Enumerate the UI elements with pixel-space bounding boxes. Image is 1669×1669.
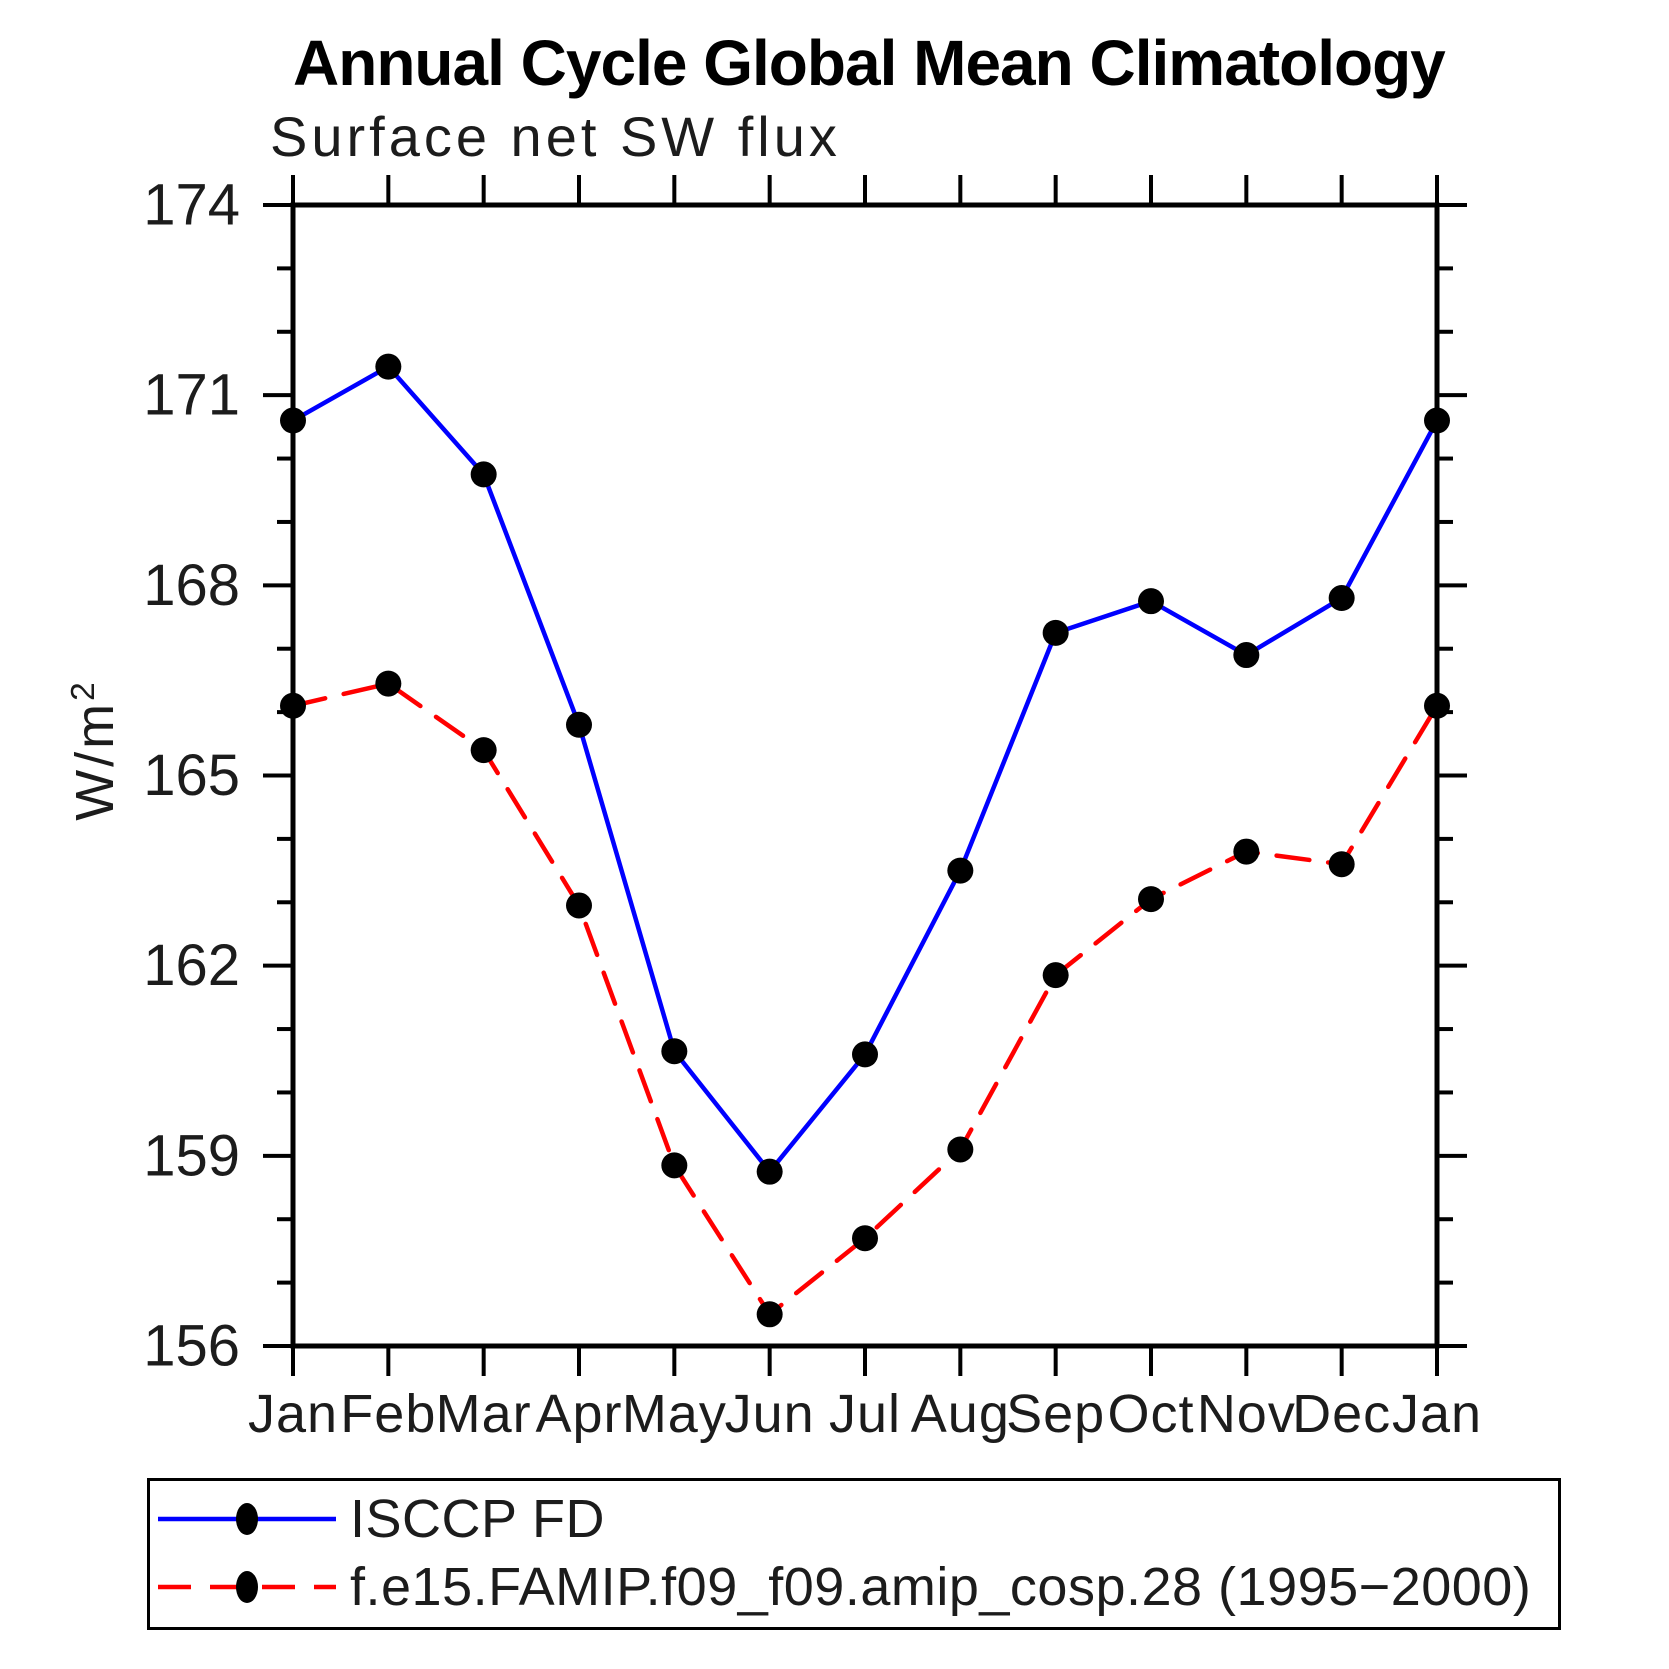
y-tick-label: 159	[143, 1123, 240, 1188]
legend-sample-model-run	[158, 1571, 336, 1603]
data-point-series1-jan12	[1424, 692, 1450, 719]
data-point-series0-jun5	[756, 1158, 783, 1185]
x-tick-label: Nov	[1197, 1384, 1296, 1444]
data-point-series1-jan0	[280, 692, 306, 719]
chart-subtitle: Surface net SW flux	[270, 105, 841, 168]
x-tick-label: Sep	[1006, 1384, 1105, 1444]
data-point-series1-nov10	[1233, 838, 1260, 865]
data-point-series0-apr3	[566, 711, 592, 738]
data-point-series0-jan0	[280, 407, 306, 434]
y-tick-label: 171	[143, 363, 240, 428]
x-tick-label: Aug	[911, 1384, 1010, 1444]
data-point-series1-feb1	[375, 670, 402, 697]
x-tick-label: Dec	[1292, 1384, 1391, 1444]
y-tick-label: 165	[143, 743, 240, 808]
y-tick-label: 168	[143, 553, 240, 618]
data-point-series1-oct9	[1138, 886, 1164, 913]
legend-label-isccp-fd: ISCCP FD	[350, 1489, 606, 1549]
x-tick-label: Jan	[248, 1384, 338, 1444]
data-point-series1-apr3	[566, 892, 592, 919]
x-tick-label: Jul	[829, 1384, 901, 1444]
legend-marker-isccp-fd	[236, 1503, 258, 1535]
data-point-series0-aug7	[947, 857, 974, 884]
series-line-1	[290, 681, 1440, 1317]
data-point-series0-may4	[661, 1038, 688, 1065]
data-point-series0-mar2	[470, 461, 497, 488]
data-point-series1-sep8	[1042, 962, 1069, 989]
x-tick-label: Mar	[436, 1384, 532, 1444]
legend-marker-model-run	[236, 1571, 258, 1603]
legend-entry-isccp-fd: ISCCP FD	[154, 1489, 606, 1549]
plot-frame	[290, 202, 1440, 1349]
x-tick-label: May	[622, 1384, 727, 1444]
x-tick-label: Oct	[1107, 1384, 1194, 1444]
data-point-series1-may4	[661, 1152, 688, 1179]
chart-title: Annual Cycle Global Mean Climatology	[293, 27, 1446, 99]
data-point-series0-nov10	[1233, 642, 1260, 669]
y-tick-label: 156	[143, 1314, 240, 1379]
data-point-series0-jan12	[1424, 407, 1450, 434]
x-tick-label: Feb	[340, 1384, 436, 1444]
data-point-series0-dec11	[1328, 585, 1355, 612]
legend-entry-model-run: f.e15.FAMIP.f09_f09.amip_cosp.28 (1995−2…	[154, 1557, 1532, 1617]
data-point-series0-oct9	[1138, 588, 1164, 615]
data-point-series0-sep8	[1042, 619, 1069, 646]
legend-sample-isccp-fd	[158, 1503, 336, 1535]
data-point-series0-jul6	[852, 1041, 878, 1068]
x-tick-label: Jan	[1392, 1384, 1482, 1444]
legend-box: ISCCP FD f.e15.FAMIP.f09_f09.amip_cosp.2…	[147, 1478, 1561, 1630]
data-point-series1-dec11	[1328, 851, 1355, 878]
data-point-series0-feb1	[375, 353, 402, 380]
data-point-series1-jul6	[852, 1225, 878, 1252]
data-point-series1-mar2	[470, 737, 497, 764]
data-point-series1-jun5	[756, 1301, 783, 1328]
x-tick-label: Jun	[725, 1384, 815, 1444]
data-point-series1-aug7	[947, 1136, 974, 1163]
y-tick-label: 162	[143, 933, 240, 998]
x-tick-label: Apr	[535, 1384, 622, 1444]
legend-label-model-run: f.e15.FAMIP.f09_f09.amip_cosp.28 (1995−2…	[350, 1557, 1532, 1617]
y-tick-label: 174	[143, 173, 240, 238]
